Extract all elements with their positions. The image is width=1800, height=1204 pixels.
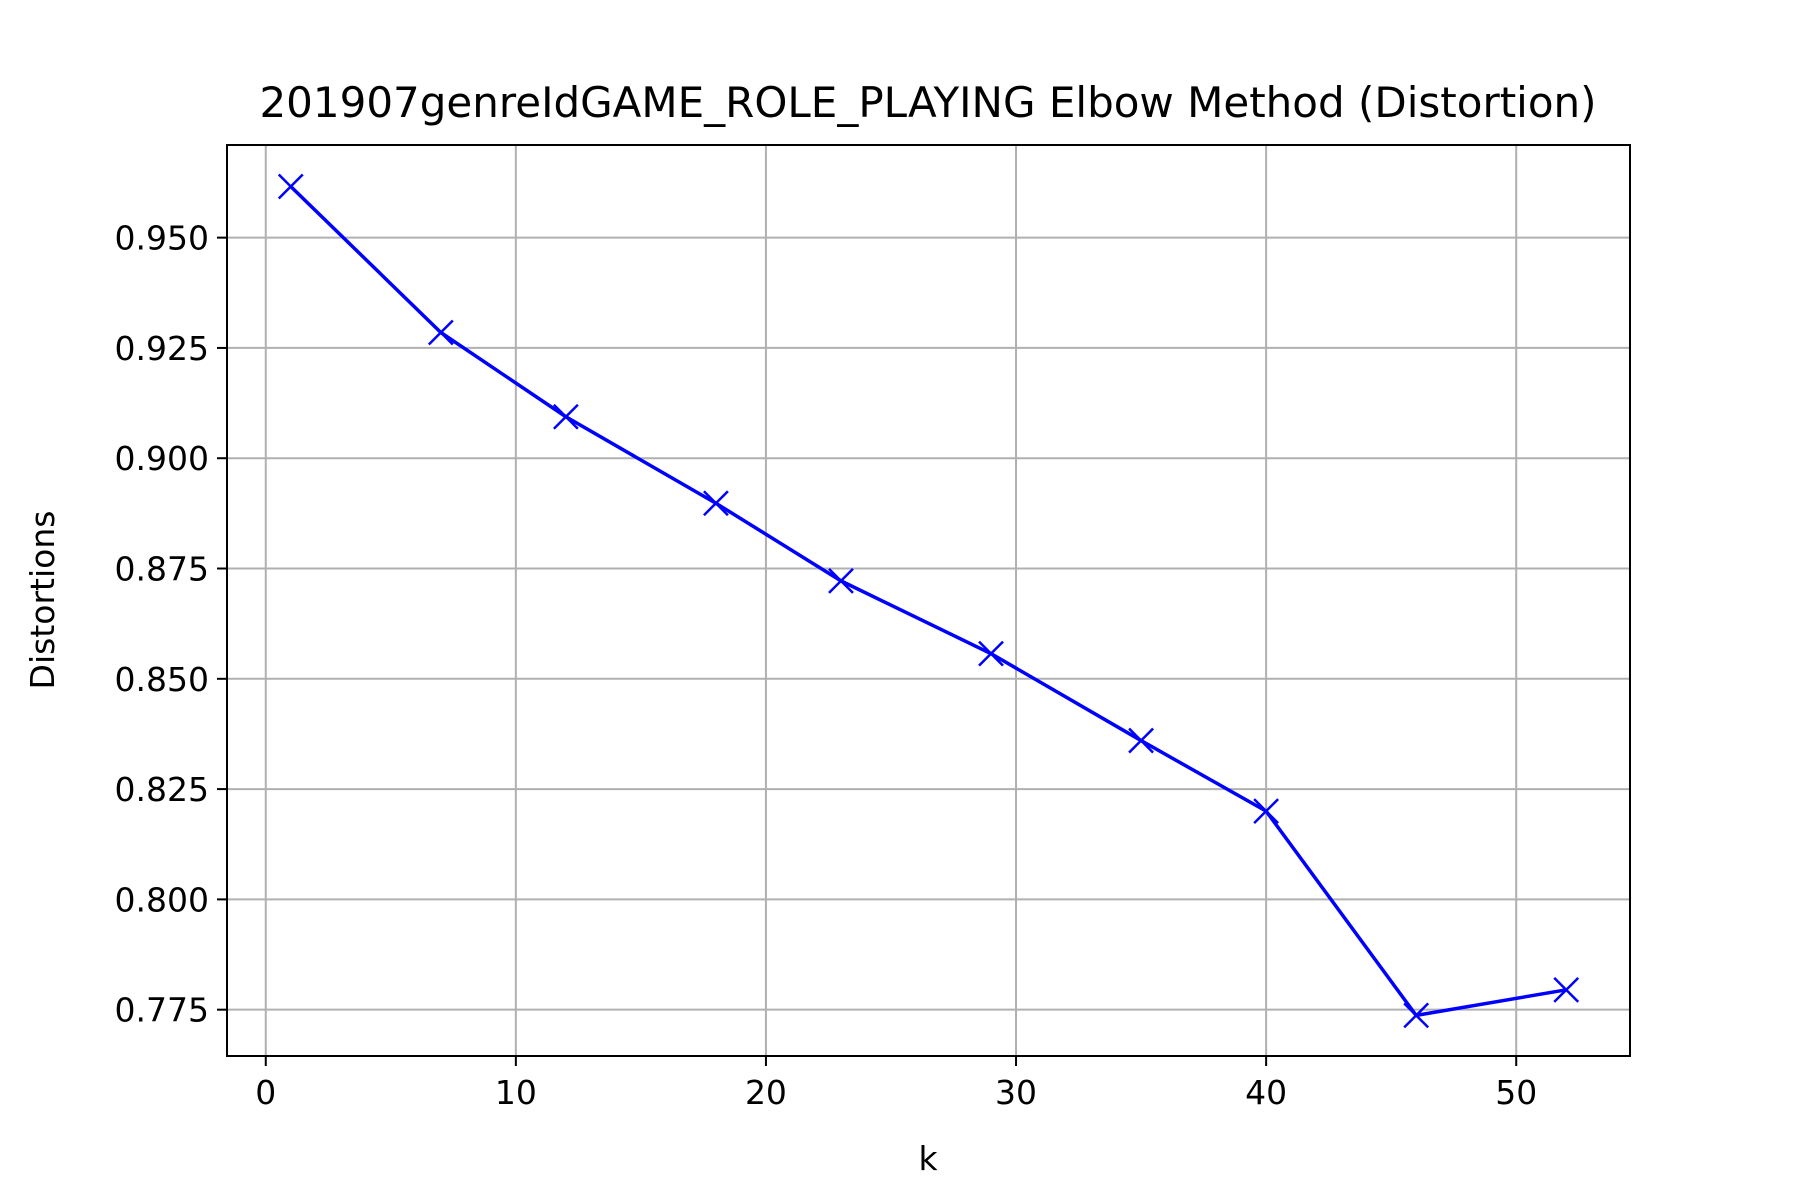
axis-ticks: 0 10 20 30 40 50 0.775 0.800 0.825 0.850 0.875 0.90… bbox=[115, 219, 1538, 1112]
data-point-marker bbox=[277, 173, 304, 200]
x-tick-label: 20 bbox=[745, 1073, 787, 1112]
chart-title: 201907genreIdGAME_ROLE_PLAYING Elbow Met… bbox=[259, 78, 1596, 127]
y-tick-label: 0.875 bbox=[115, 550, 209, 589]
data-point-marker bbox=[978, 640, 1004, 667]
series-line bbox=[289, 185, 1567, 1018]
x-tick-label: 30 bbox=[995, 1073, 1037, 1112]
y-tick-label: 0.900 bbox=[115, 439, 209, 478]
x-tick-label: 50 bbox=[1495, 1073, 1537, 1112]
data-point-marker bbox=[552, 403, 579, 430]
data-point-marker bbox=[427, 319, 454, 346]
y-tick-label: 0.950 bbox=[115, 219, 209, 258]
y-axis-label: Distortions bbox=[23, 511, 62, 690]
y-tick-label: 0.775 bbox=[115, 991, 209, 1030]
data-point-marker bbox=[1553, 976, 1580, 1003]
y-tick-label: 0.850 bbox=[115, 660, 209, 699]
series-layer bbox=[277, 173, 1580, 1029]
y-tick-label: 0.800 bbox=[115, 880, 209, 919]
data-point-marker bbox=[703, 490, 729, 517]
y-tick-label: 0.825 bbox=[115, 770, 209, 809]
data-point-marker bbox=[828, 567, 854, 594]
grid-lines bbox=[227, 145, 1630, 1056]
x-tick-label: 10 bbox=[495, 1073, 537, 1112]
plot-area-frame bbox=[226, 144, 1631, 1057]
data-point-marker bbox=[1403, 1002, 1430, 1029]
x-tick-label: 0 bbox=[255, 1073, 276, 1112]
y-tick-label: 0.925 bbox=[115, 329, 209, 368]
x-tick-label: 40 bbox=[1245, 1073, 1287, 1112]
data-point-marker bbox=[1253, 798, 1280, 825]
data-point-marker bbox=[1128, 727, 1154, 754]
x-axis-label: k bbox=[918, 1139, 938, 1178]
